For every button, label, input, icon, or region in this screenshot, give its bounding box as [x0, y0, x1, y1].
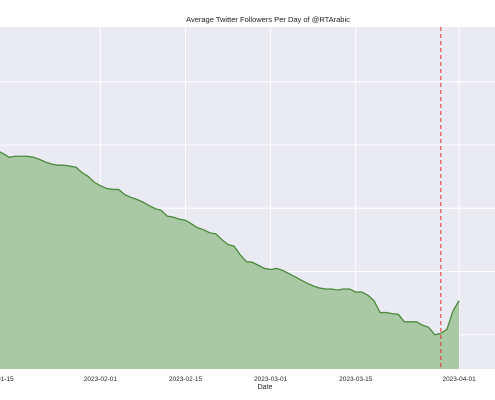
x-tick-label: 2023-03-15: [339, 376, 373, 383]
series-line: [0, 151, 460, 336]
x-tick-label: 2023-04-01: [442, 376, 476, 383]
x-tick-labels: 2023-01-15 2023-02-01 2023-02-15 2023-03-01…: [0, 376, 476, 383]
x-tick-label: 2023-01-15: [0, 376, 14, 383]
x-tick-label: 2023-02-01: [84, 376, 118, 383]
series-area-fill: [0, 151, 460, 369]
x-axis-label: Date: [258, 384, 273, 391]
x-tick-label: 2023-03-01: [254, 376, 288, 383]
x-tick-label: 2023-02-15: [169, 376, 203, 383]
chart-title: Average Twitter Followers Per Day of @RT…: [186, 15, 350, 24]
